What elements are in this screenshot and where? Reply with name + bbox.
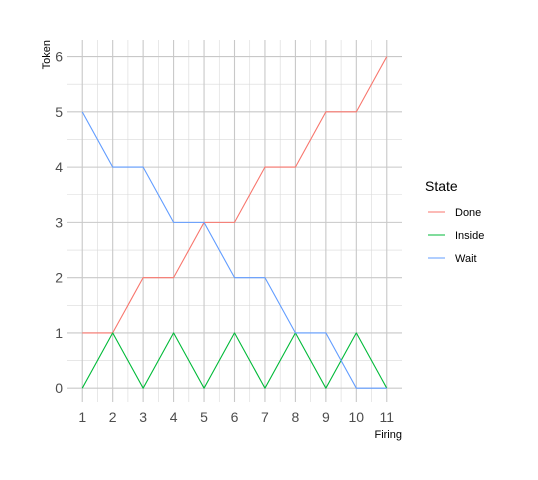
y-tick-label: 4 <box>55 159 63 175</box>
legend-title: State <box>425 178 458 194</box>
y-tick-label: 5 <box>55 104 63 120</box>
legend-label-inside: Inside <box>455 230 484 242</box>
series-line-done <box>82 56 388 334</box>
x-tick-label: 5 <box>200 409 208 425</box>
x-tick-labels: 1 2 3 4 5 6 7 8 9 10 11 <box>78 409 394 425</box>
y-tick-label: 0 <box>55 380 63 396</box>
series-line-inside <box>81 332 388 389</box>
x-axis-title: Firing <box>374 429 402 441</box>
x-tick-label: 2 <box>109 409 117 425</box>
y-axis-title: Token <box>41 40 53 69</box>
x-tick-label: 10 <box>349 409 365 425</box>
x-tick-label: 11 <box>379 409 394 425</box>
legend-label-done: Done <box>455 207 481 219</box>
legend-label-wait: Wait <box>455 253 477 265</box>
x-tick-label: 7 <box>261 409 269 425</box>
x-tick-label: 8 <box>292 409 300 425</box>
y-tick-label: 3 <box>55 214 63 230</box>
x-tick-label: 6 <box>231 409 239 425</box>
series-line-wait <box>81 111 387 389</box>
y-tick-label: 1 <box>55 325 63 341</box>
y-tick-label: 6 <box>55 49 63 65</box>
legend: State Done Inside Wait <box>425 178 484 265</box>
x-tick-label: 9 <box>322 409 330 425</box>
x-tick-label: 1 <box>78 409 86 425</box>
series-lines <box>81 56 388 389</box>
y-tick-label: 2 <box>55 270 63 286</box>
x-tick-label: 4 <box>170 409 178 425</box>
grid-lines <box>67 40 402 402</box>
y-tick-labels: 0 1 2 3 4 5 6 <box>55 49 63 397</box>
x-tick-label: 3 <box>139 409 147 425</box>
